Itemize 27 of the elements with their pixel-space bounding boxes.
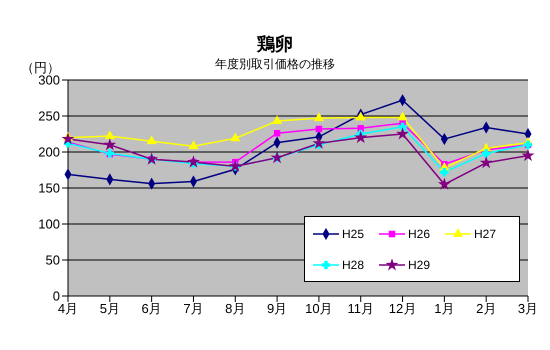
chart-subtitle: 年度別取引価格の推移: [215, 57, 335, 71]
x-tick-label: 8月: [225, 301, 246, 316]
x-tick-label: 6月: [142, 301, 162, 316]
y-tick-label: 300: [38, 72, 60, 88]
x-tick-label: 5月: [100, 301, 120, 316]
legend-label: H28: [342, 258, 364, 272]
y-tick-label: 250: [38, 108, 60, 124]
y-axis-title: （円）: [21, 60, 60, 76]
x-tick-label: 12月: [388, 301, 416, 316]
x-tick-label: 2月: [476, 301, 496, 316]
x-tick-label: 7月: [183, 301, 204, 316]
x-tick-label: 10月: [305, 301, 333, 316]
x-tick-label: 3月: [518, 301, 538, 316]
y-tick-label: 150: [38, 180, 60, 196]
y-tick-label: 0: [52, 288, 60, 304]
x-tick-label: 9月: [266, 301, 288, 316]
y-tick-label: 100: [38, 216, 60, 232]
legend-label: H26: [408, 226, 430, 240]
x-tick-label: 11月: [347, 301, 374, 316]
x-tick-label: 4月: [58, 301, 78, 316]
y-tick-label: 50: [46, 252, 60, 268]
legend-label: H27: [474, 226, 496, 240]
chart-title: 鶏卵: [256, 33, 294, 56]
legend-label: H29: [408, 258, 430, 272]
x-tick-label: 1月: [434, 301, 454, 316]
legend-label: H25: [342, 226, 364, 240]
y-tick-label: 200: [38, 144, 60, 160]
